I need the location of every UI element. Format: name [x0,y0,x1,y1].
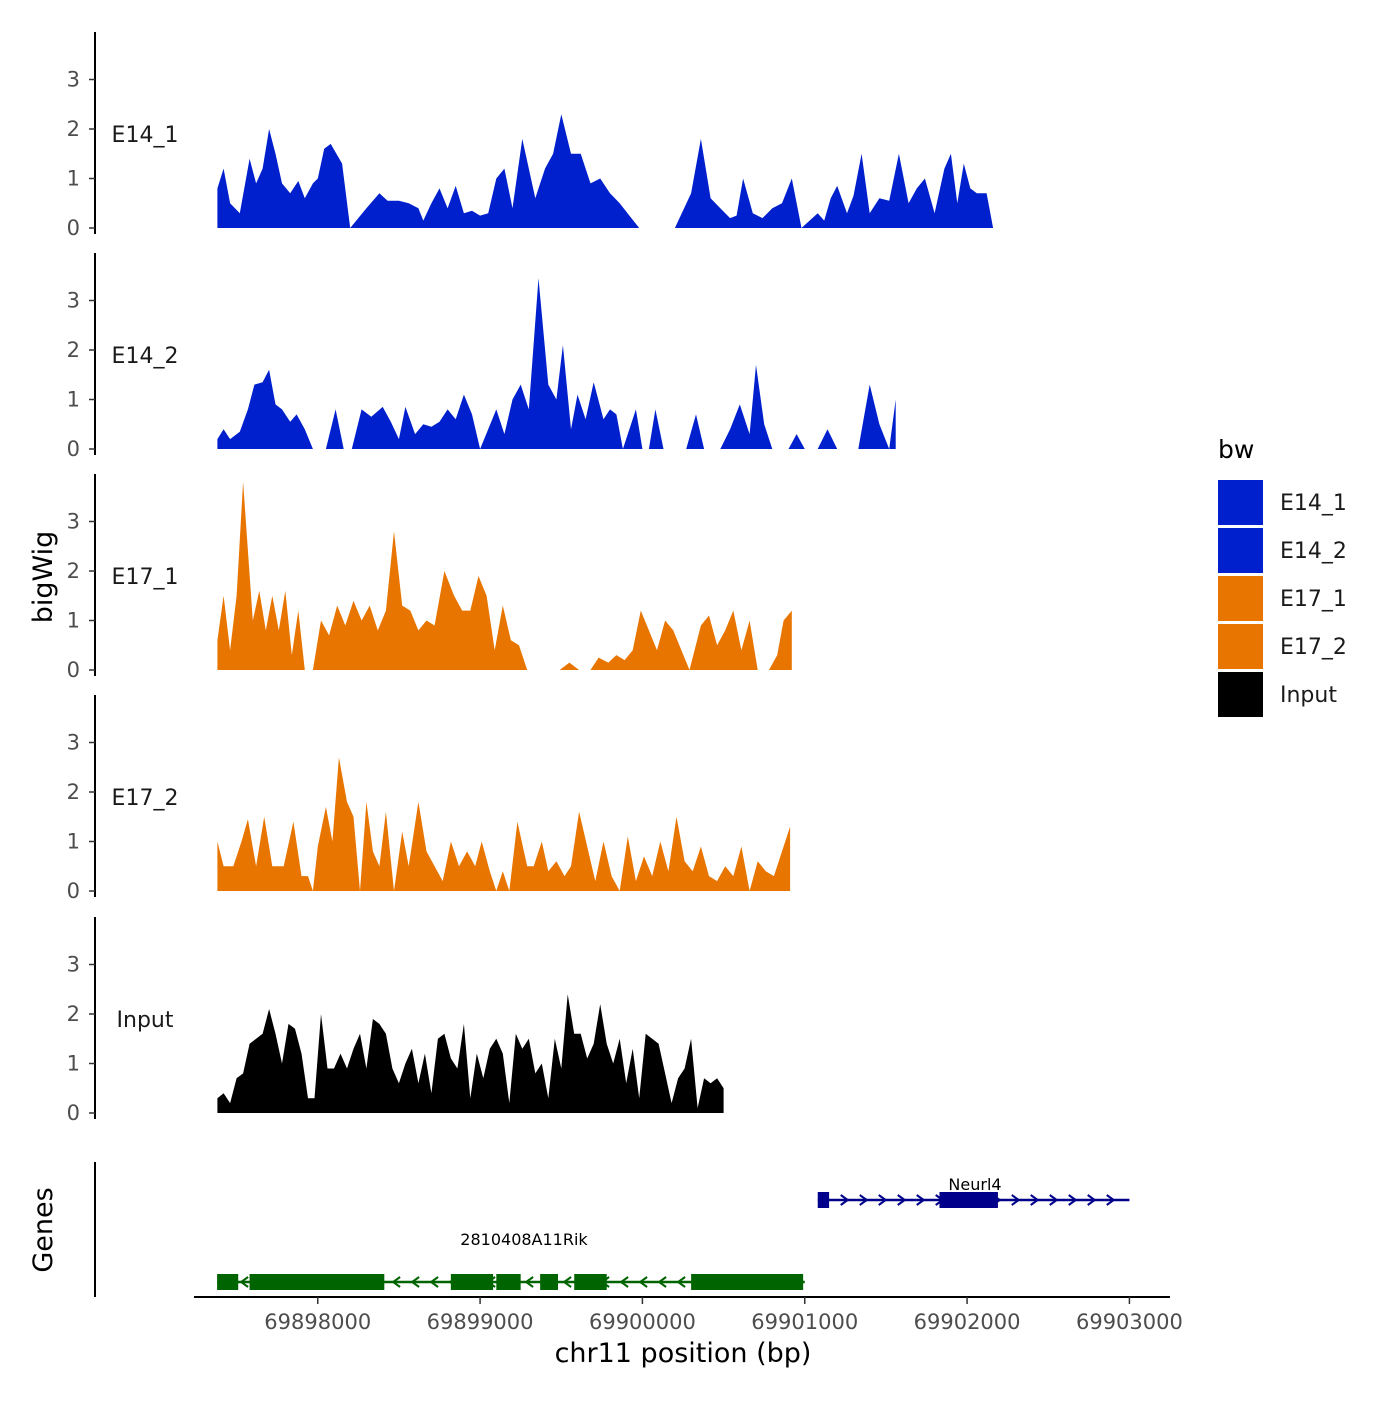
y-tick-label: 2 [67,338,80,362]
strand-arrow [657,1276,667,1288]
y-tick-label: 0 [67,879,80,903]
legend-label: E17_1 [1280,587,1347,612]
strand-arrow [1011,1194,1021,1206]
strand-arrow [916,1194,926,1206]
gene-label: 2810408A11Rik [460,1230,588,1249]
strand-arrow [429,1276,439,1288]
legend-label: E14_1 [1280,491,1347,516]
y-tick-label: 0 [67,437,80,461]
legend-label: E14_2 [1280,539,1347,564]
gene-label: Neurl4 [948,1175,1001,1194]
strand-arrow [897,1194,907,1206]
x-axis-title: chr11 position (bp) [555,1338,812,1369]
y-tick-label: 3 [67,510,80,534]
track-e17-1: 0 1 2 3 E17_1 [67,474,792,682]
strand-arrow [524,1276,534,1288]
y-tick-label: 1 [67,1052,80,1076]
legend-key [1218,576,1263,621]
exon-block [217,1274,239,1290]
coverage-area-input [217,994,724,1113]
exon-block [574,1274,607,1290]
y-tick-label: 1 [67,609,80,633]
gene-2810408a11rik: 2810408A11Rik [217,1230,805,1290]
x-axis: 69898000 69899000 69900000 69901000 69902000… [194,1296,1183,1334]
x-tick-label: 69901000 [751,1310,858,1334]
track-label: E17_2 [112,786,179,811]
legend-title: bw [1218,435,1254,464]
strand-arrow [1068,1194,1078,1206]
y-tick-label: 0 [67,658,80,682]
coverage-area-e14-1 [217,114,994,228]
x-tick-label: 69903000 [1076,1310,1183,1334]
strand-arrow [619,1276,629,1288]
y-axis-title: bigWig [28,531,59,624]
strand-arrow [1049,1194,1059,1206]
legend-key [1218,528,1263,573]
track-label: E17_1 [112,565,179,590]
y-tick-label: 0 [67,216,80,240]
strand-arrow [391,1276,401,1288]
exon-block [249,1274,385,1290]
track-label: Input [117,1008,174,1033]
strand-arrow [562,1276,572,1288]
exon-block [691,1274,804,1290]
y-tick-label: 3 [67,289,80,313]
strand-arrow [859,1194,869,1206]
x-tick-label: 69899000 [427,1310,534,1334]
coverage-area-e17-1 [217,481,792,670]
tracks-layer: 0 1 2 3 E14_1 0 1 2 3 E14_2 0 1 2 3 E17_1 0 1 2 3 E17_2 0 1 2 3… [67,32,994,1125]
legend-label: Input [1280,683,1337,708]
track-e17-2: 0 1 2 3 E17_2 [67,695,791,903]
exon-block [939,1192,998,1208]
track-label: E14_1 [112,123,179,148]
legend-key [1218,624,1263,669]
gene-neurl4: Neurl4 [817,1175,1130,1208]
y-tick-label: 2 [67,117,80,141]
exon-block [540,1274,559,1290]
coverage-area-e14-2 [217,278,896,449]
strand-arrow [840,1194,850,1206]
y-tick-label: 3 [67,953,80,977]
legend: bw E14_1 E14_2 E17_1 E17_2 Input [1218,435,1347,717]
genes-layer: Neurl4 2810408A11Rik [94,1162,1130,1297]
x-tick-label: 69900000 [589,1310,696,1334]
y-tick-label: 1 [67,830,80,854]
y-tick-label: 3 [67,68,80,92]
legend-key [1218,480,1263,525]
exon-block [496,1274,521,1290]
genes-axis-title: Genes [28,1187,59,1272]
track-label: E14_2 [112,344,179,369]
strand-arrow [878,1194,888,1206]
track-e14-1: 0 1 2 3 E14_1 [67,32,994,240]
strand-arrow [1030,1194,1040,1206]
strand-arrow [1087,1194,1097,1206]
track-e14-2: 0 1 2 3 E14_2 [67,253,896,461]
strand-arrow [1106,1194,1116,1206]
x-tick-label: 69902000 [914,1310,1021,1334]
y-tick-label: 1 [67,388,80,412]
x-tick-label: 69898000 [264,1310,371,1334]
y-tick-label: 2 [67,780,80,804]
strand-arrow [239,1276,249,1288]
exon-block [450,1274,494,1290]
legend-key [1218,672,1263,717]
strand-arrow [410,1276,420,1288]
y-tick-label: 0 [67,1101,80,1125]
y-tick-label: 1 [67,167,80,191]
y-tick-label: 2 [67,1002,80,1026]
strand-arrow [676,1276,686,1288]
legend-label: E17_2 [1280,635,1347,660]
track-input: 0 1 2 3 Input [67,917,724,1125]
y-tick-label: 3 [67,731,80,755]
y-tick-label: 2 [67,559,80,583]
exon-block [817,1192,830,1208]
coverage-area-e17-2 [217,757,791,891]
strand-arrow [638,1276,648,1288]
